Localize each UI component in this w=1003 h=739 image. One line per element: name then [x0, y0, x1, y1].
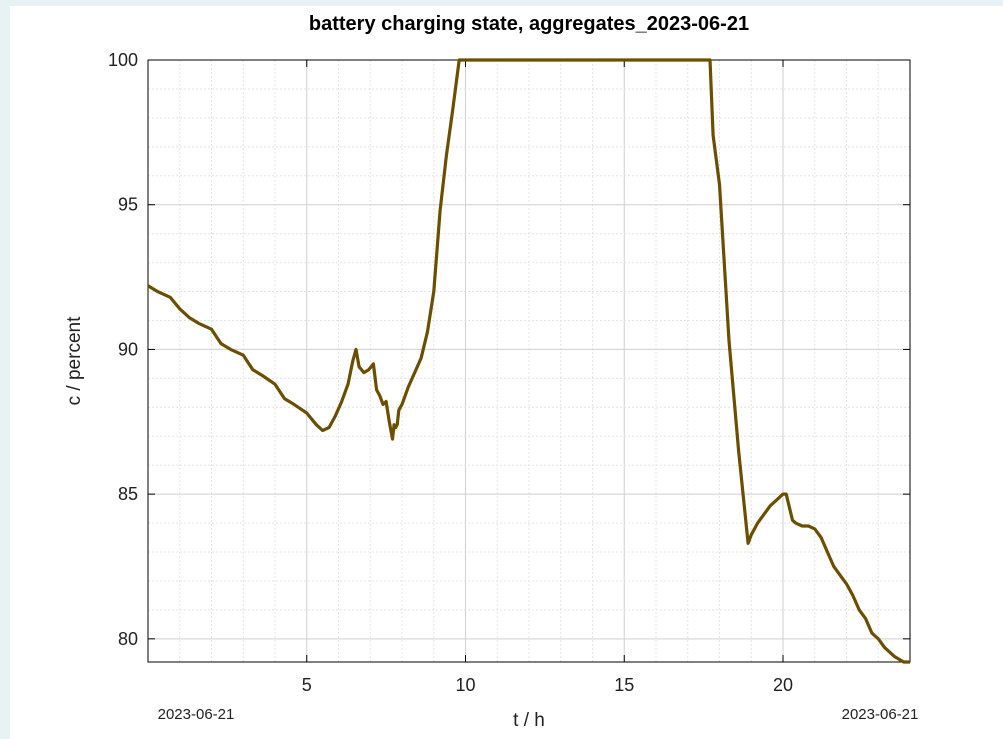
x-tick-label: 5: [302, 675, 312, 695]
y-tick-label: 90: [118, 339, 138, 359]
x-tick-label: 15: [614, 675, 634, 695]
y-tick-label: 85: [118, 484, 138, 504]
y-tick-label: 95: [118, 195, 138, 215]
chart-title: battery charging state, aggregates_2023-…: [309, 13, 749, 35]
axis-ticks: 5 10 15 20 80 85 90 95 100: [108, 50, 910, 695]
y-tick-label: 80: [118, 629, 138, 649]
chart-svg: battery charging state, aggregates_2023-…: [64, 13, 919, 731]
series-line: [147, 58, 910, 664]
y-axis-label: c / percent: [64, 316, 85, 405]
chart-panel: battery charging state, aggregates_2023-…: [10, 6, 1003, 739]
y-tick-label: 100: [108, 50, 138, 70]
grid: [147, 59, 911, 662]
x-date-right: 2023-06-21: [842, 706, 919, 723]
x-axis-label: t / h: [513, 710, 545, 731]
x-date-left: 2023-06-21: [158, 706, 235, 723]
x-tick-label: 10: [455, 675, 475, 695]
x-tick-label: 20: [773, 675, 793, 695]
